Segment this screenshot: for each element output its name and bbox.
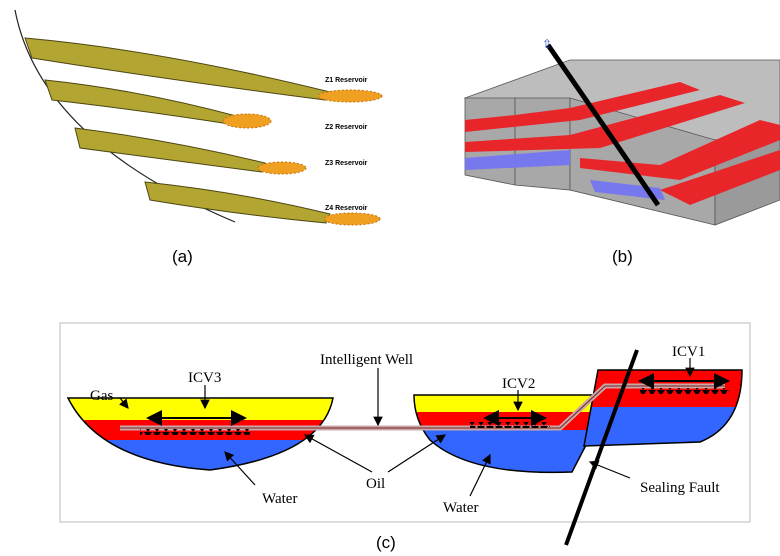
valve-label: ICV3 (188, 370, 221, 386)
reservoir-label: Z1 Reservoir (325, 77, 368, 84)
fault-label: Sealing Fault (640, 480, 720, 496)
zone-label: Water (262, 491, 297, 507)
caption: (a) (172, 247, 193, 266)
zone-label: Oil (366, 476, 385, 492)
reservoir-label: Z4 Reservoir (325, 205, 368, 212)
svg-text:⇧: ⇧ (542, 37, 552, 51)
reservoir-label: Z3 Reservoir (325, 160, 368, 167)
panel-c: Gas ICV3 Intelligent Well ICV2 ICV1 Oil … (60, 323, 750, 552)
caption: (b) (612, 247, 633, 266)
panel-b: ⇧ (b) (465, 37, 780, 266)
figure: Z1 Reservoir Z2 Reservoir Z3 Reservoir Z… (0, 0, 780, 556)
caption: (c) (376, 533, 396, 552)
well-label: Intelligent Well (320, 352, 413, 368)
page: {"panels": [ {"caption": "(a)", "labels"… (0, 0, 780, 556)
reservoir-label: Z2 Reservoir (325, 124, 368, 131)
valve-label: ICV2 (502, 376, 535, 392)
zone-label: Gas (90, 388, 113, 404)
panel-a: Z1 Reservoir Z2 Reservoir Z3 Reservoir Z… (15, 10, 382, 266)
zone-label: Water (443, 500, 478, 516)
valve-label: ICV1 (672, 344, 705, 360)
